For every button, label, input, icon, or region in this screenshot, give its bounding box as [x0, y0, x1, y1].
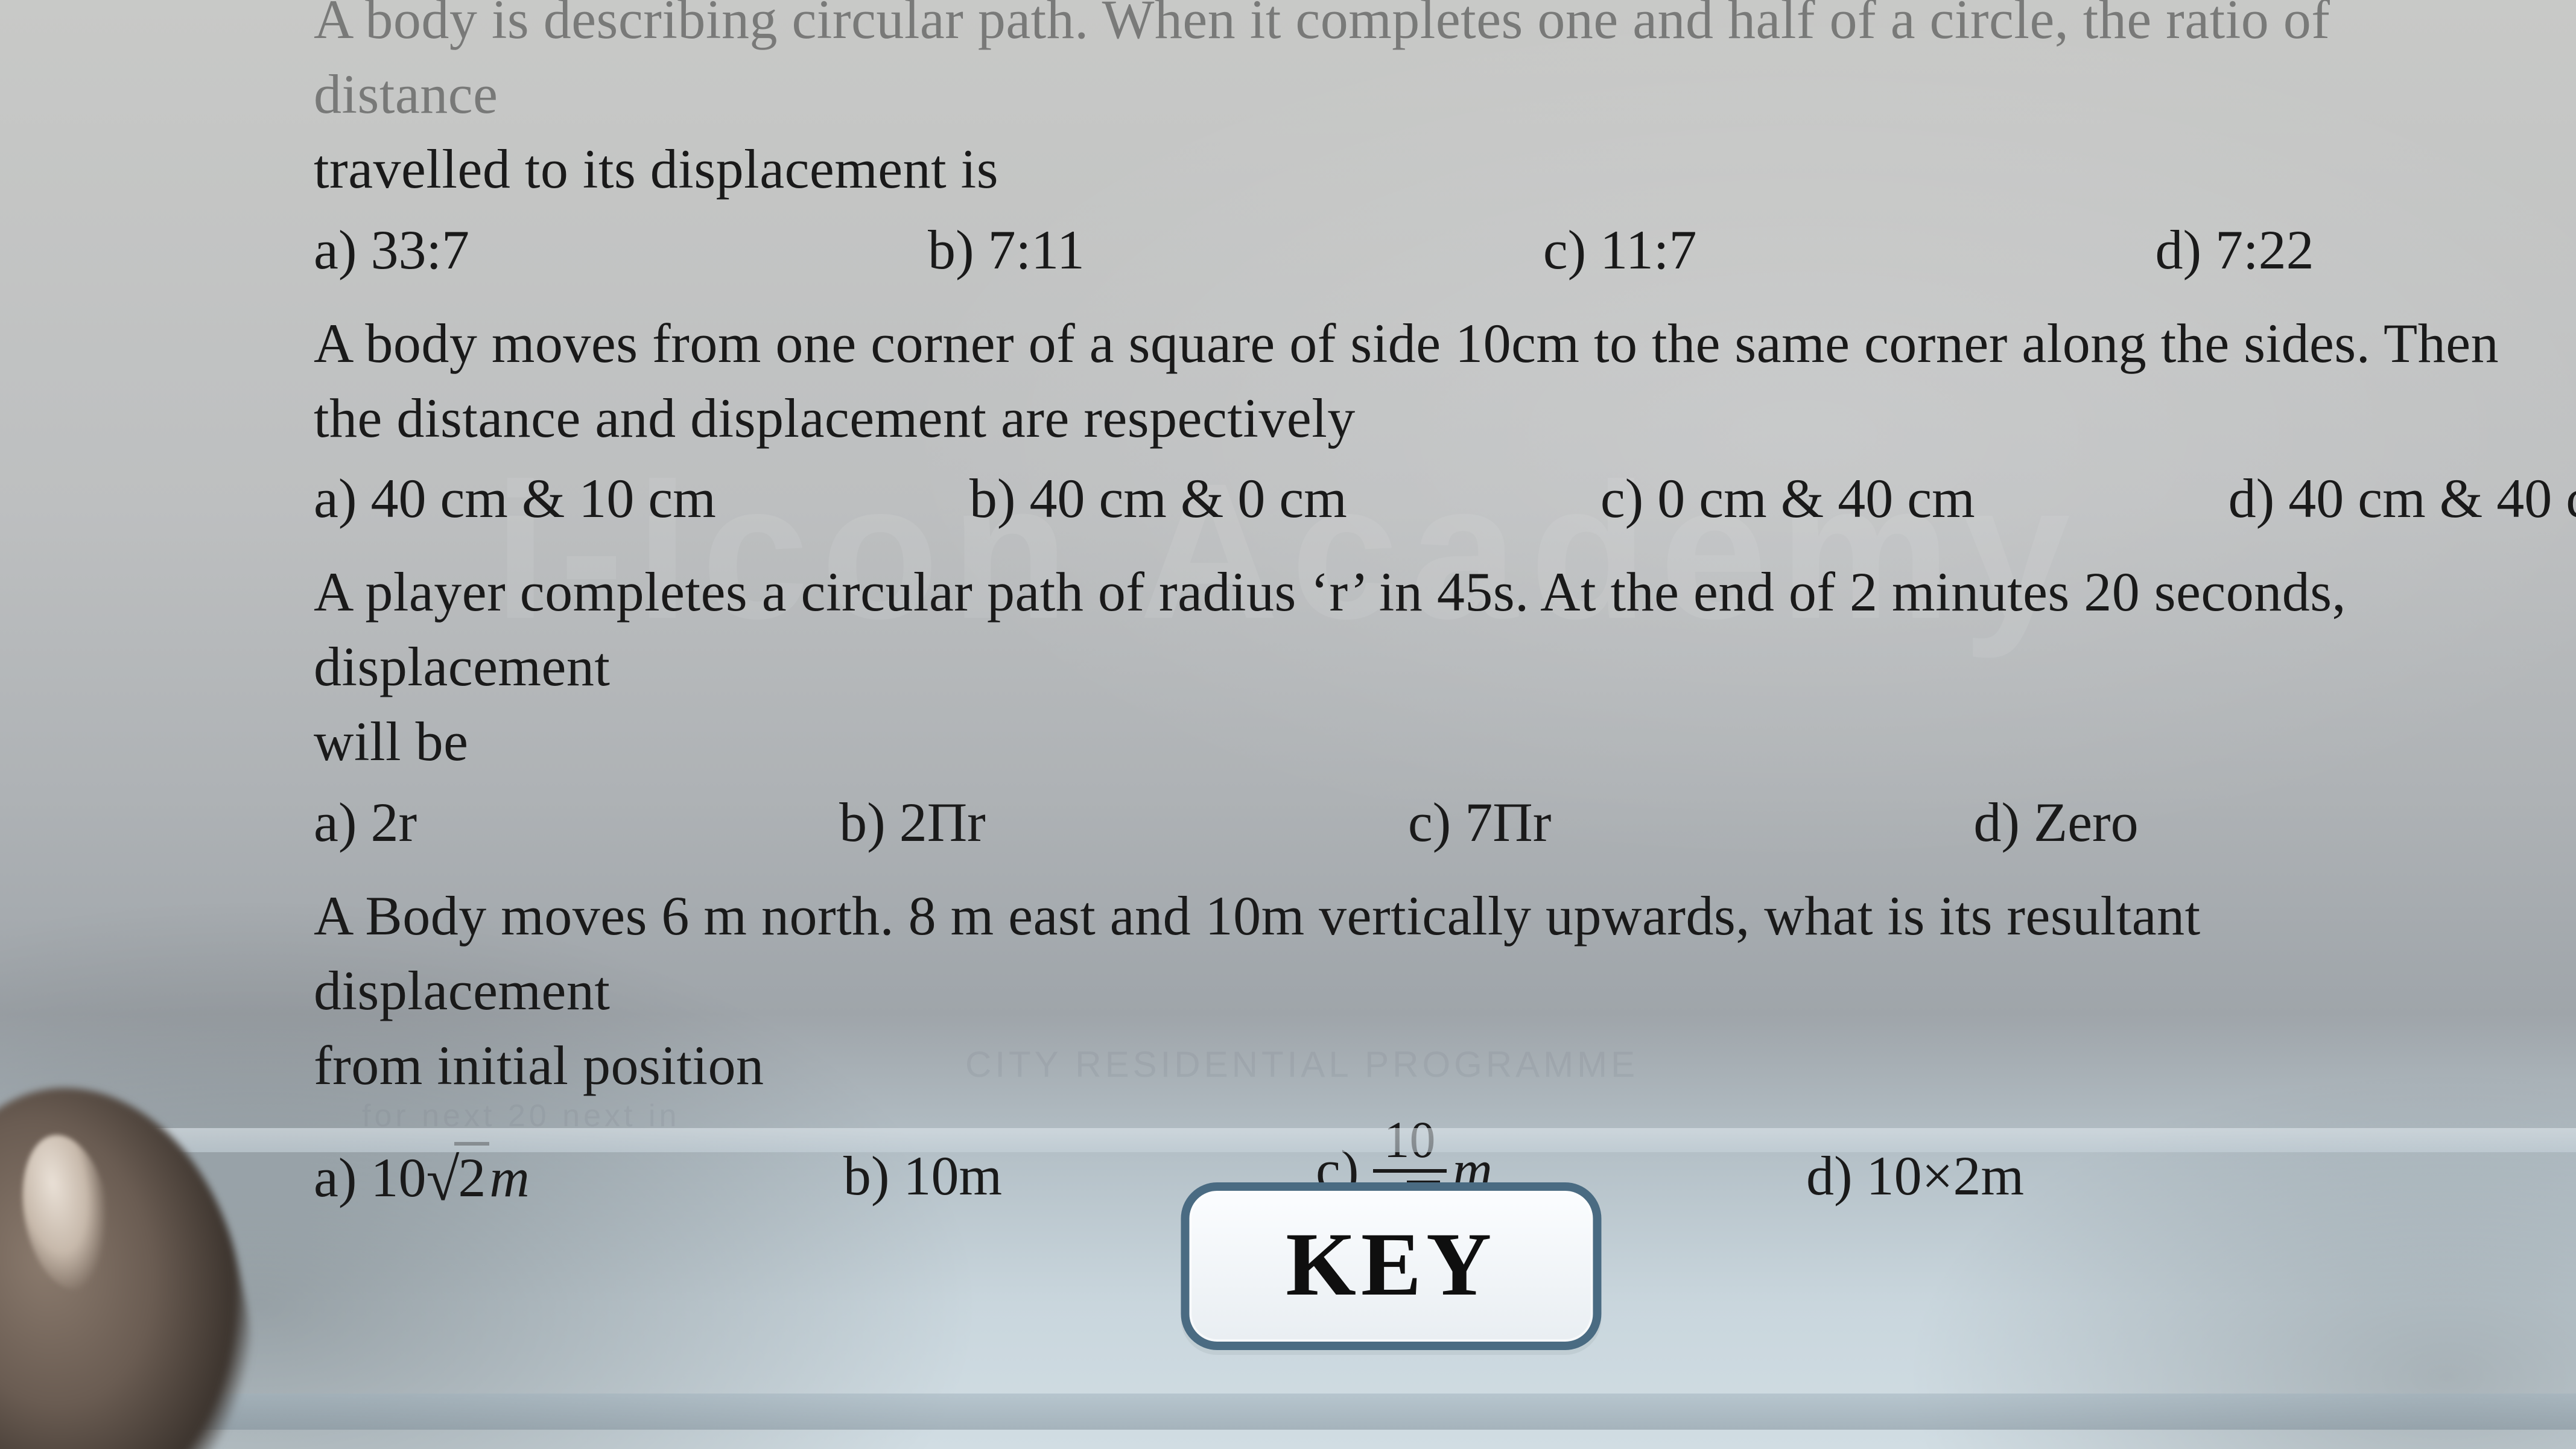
- q1-option-d: d) 7:22: [2155, 218, 2314, 282]
- q1-options-row: a) 33:7 b) 7:11 c) 11:7 d) 7:22: [314, 218, 2504, 282]
- bottom-band: [0, 1394, 2576, 1430]
- q2-option-a: a) 40 cm & 10 cm: [314, 466, 716, 530]
- q1-stem-line2: travelled to its displacement is: [314, 132, 2504, 206]
- q3-option-c: c) 7Πr: [1408, 790, 1552, 854]
- q1-option-a: a) 33:7: [314, 218, 469, 282]
- q4-stem-line1: A Body moves 6 m north. 8 m east and 10m…: [314, 878, 2504, 1028]
- noise-text-1: CITY RESIDENTIAL PROGRAMME: [965, 1044, 1639, 1085]
- q3-stem-line2: will be: [314, 704, 2504, 779]
- q3-stem-line1: A player completes a circular path of ra…: [314, 554, 2504, 704]
- q1-stem-line1: A body is describing circular path. When…: [314, 0, 2504, 132]
- q3-option-b: b) 2Πr: [839, 790, 986, 854]
- q2-stem-line1: A body moves from one corner of a square…: [314, 306, 2504, 381]
- q4-option-b: b) 10m: [843, 1144, 1002, 1208]
- q3-options-row: a) 2r b) 2Πr c) 7Πr d) Zero: [314, 790, 2504, 854]
- q2-option-c: c) 0 cm & 40 cm: [1600, 466, 1975, 530]
- q4-a-prefix: a) 10: [314, 1147, 426, 1208]
- q4-option-d: d) 10×2m: [1806, 1144, 2024, 1208]
- key-button-wrap: KEY: [1181, 1182, 1601, 1350]
- q2-stem-line2: the distance and displacement are respec…: [314, 381, 2504, 455]
- q2-options-row: a) 40 cm & 10 cm b) 40 cm & 0 cm c) 0 cm…: [314, 466, 2504, 530]
- q2-option-d: d) 40 cm & 40 cm: [2229, 466, 2576, 530]
- q4-b-text: b) 10m: [843, 1145, 1002, 1206]
- q1-option-b: b) 7:11: [928, 218, 1085, 282]
- q4-a-suffix: m: [489, 1147, 529, 1208]
- q4-d-text: d) 10×2m: [1806, 1145, 2024, 1206]
- q3-option-a: a) 2r: [314, 790, 417, 854]
- noise-text-2: for next 20 next in: [362, 1098, 680, 1134]
- key-heading-button: KEY: [1181, 1182, 1601, 1350]
- q3-option-d: d) Zero: [1973, 790, 2138, 854]
- q2-option-b: b) 40 cm & 0 cm: [969, 466, 1347, 530]
- q1-option-c: c) 11:7: [1543, 218, 1697, 282]
